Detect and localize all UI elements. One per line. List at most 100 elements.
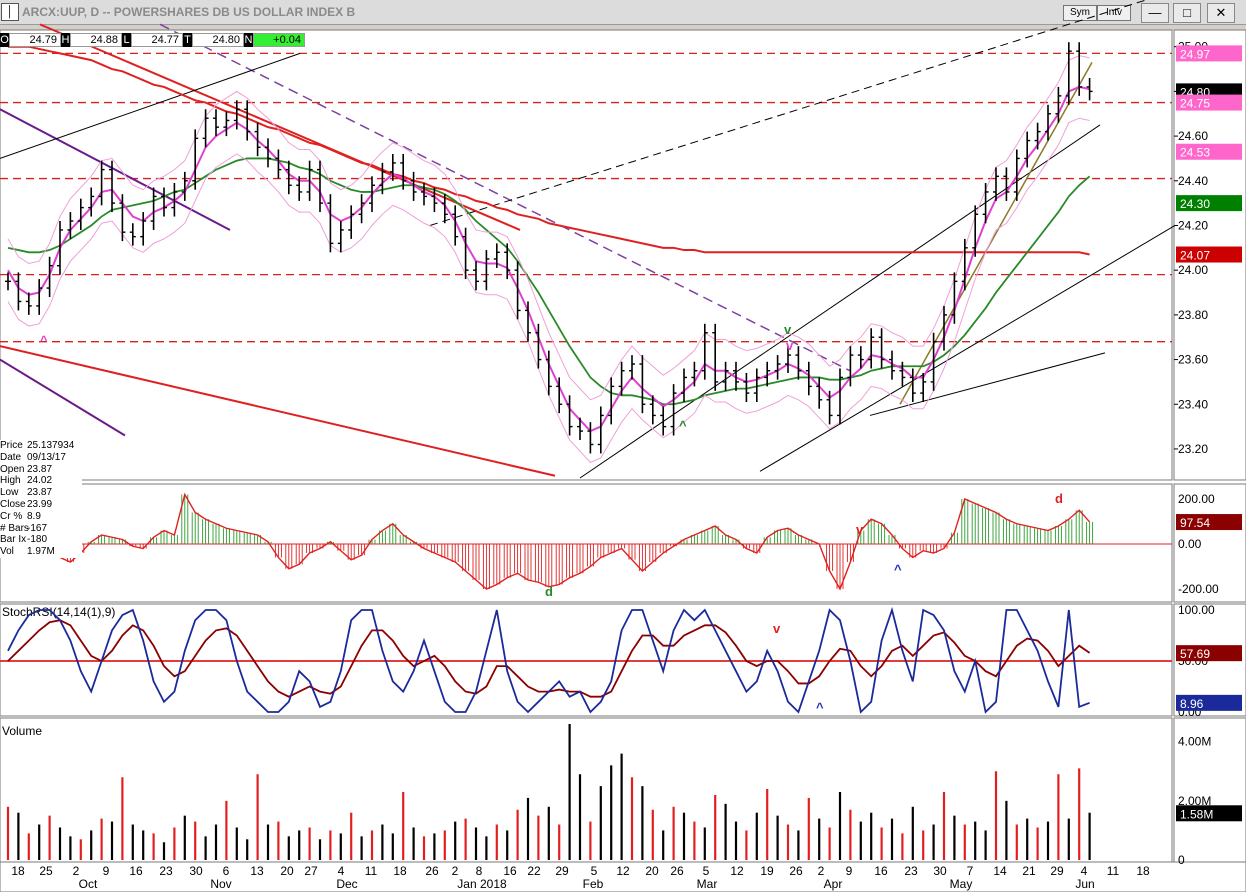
time-tick-label: 4 xyxy=(338,864,345,878)
downtrend-line xyxy=(0,345,556,477)
open-key: O xyxy=(0,33,9,47)
stoch-slow-box xyxy=(1176,645,1242,662)
price-label-box xyxy=(1176,195,1242,212)
price-tick-label: 24.00 xyxy=(1178,263,1208,277)
trend-line xyxy=(0,52,301,159)
oscillator-value-label: 97.54 xyxy=(1180,516,1210,530)
open-value: 24.79 xyxy=(9,33,61,47)
price-label-box xyxy=(1176,246,1242,263)
time-tick-label: 26 xyxy=(789,864,803,878)
info-row: Low 23.87 xyxy=(0,487,53,499)
trend-line xyxy=(759,225,1176,472)
price-label-box xyxy=(1176,143,1242,160)
stoch-title: StochRSI(14,14(1),9) xyxy=(2,605,115,619)
time-tick-label: 16 xyxy=(129,864,143,878)
time-tick-label: 12 xyxy=(616,864,630,878)
info-row: Bar Ix -180 xyxy=(0,534,48,546)
down-arrow-marker: v xyxy=(773,621,781,636)
divergence-marker: d xyxy=(1055,491,1063,506)
time-tick-label: 26 xyxy=(425,864,439,878)
time-tick-label: 16 xyxy=(874,864,888,878)
volume-tick-label: 4.00M xyxy=(1178,735,1211,749)
down-arrow-marker: v xyxy=(856,522,864,537)
last-value: 24.80 xyxy=(192,33,244,47)
month-label: Jan 2018 xyxy=(457,877,507,891)
oscillator-value-box xyxy=(1176,514,1242,531)
time-tick-label: 13 xyxy=(250,864,264,878)
time-tick-label: 18 xyxy=(11,864,25,878)
down-arrow-marker: v xyxy=(786,338,794,353)
low-key: L xyxy=(122,33,131,47)
info-row: Close 23.99 xyxy=(0,498,53,510)
price-tick-label: 24.40 xyxy=(1178,174,1208,188)
time-tick-label: 2 xyxy=(818,864,825,878)
volume-value-box xyxy=(1176,805,1242,822)
time-tick-label: 29 xyxy=(1050,864,1064,878)
bollinger-upper xyxy=(7,55,1090,401)
oscillator-tick-label: 0.00 xyxy=(1178,537,1202,551)
high-key: H xyxy=(61,33,70,47)
time-tick-label: 27 xyxy=(304,864,318,878)
net-change-value: +0.04 xyxy=(253,33,305,47)
price-tick-label: 24.60 xyxy=(1178,129,1208,143)
time-tick-label: 23 xyxy=(904,864,918,878)
time-tick-label: 4 xyxy=(1081,864,1088,878)
stoch-tick-label: 100.00 xyxy=(1178,603,1215,617)
up-arrow-marker: ^ xyxy=(894,562,902,577)
channel-line xyxy=(0,358,126,437)
time-tick-label: 14 xyxy=(993,864,1007,878)
minimize-icon[interactable]: — xyxy=(1141,3,1169,23)
info-row: Date 09/13/17 xyxy=(0,451,66,463)
close-icon[interactable]: ✕ xyxy=(1207,3,1235,23)
price-label: 24.75 xyxy=(1180,97,1210,111)
channel-line xyxy=(159,23,851,372)
data-window: Price 25.137934 Date 09/13/17 Open 23.87 Hi… xyxy=(0,440,82,558)
net-key: N xyxy=(244,33,253,47)
month-label: Nov xyxy=(210,877,231,891)
month-label: Dec xyxy=(336,877,357,891)
price-tick-label: 23.80 xyxy=(1178,308,1208,322)
restore-icon[interactable]: □ xyxy=(1173,3,1201,23)
low-value: 24.77 xyxy=(131,33,183,47)
time-tick-label: 11 xyxy=(1107,864,1120,878)
time-axis xyxy=(0,861,1246,892)
month-label: Jun xyxy=(1075,877,1094,891)
interval-button[interactable]: Intv xyxy=(1097,5,1131,21)
volume-tick-label: 2.00M xyxy=(1178,794,1211,808)
month-label: Oct xyxy=(79,877,98,891)
time-tick-label: 9 xyxy=(846,864,853,878)
last-key: T xyxy=(183,33,192,47)
time-tick-label: 29 xyxy=(555,864,569,878)
ohlc-readout: O 24.79 H 24.88 L 24.77 T 24.80 N +0.04 xyxy=(0,33,305,47)
info-row: Cr % 8.9 xyxy=(0,510,41,522)
price-axis xyxy=(1173,717,1246,863)
chart-app-icon: │ xyxy=(1,3,19,21)
time-tick-label: 21 xyxy=(1022,864,1036,878)
price-label: 24.30 xyxy=(1180,197,1210,211)
price-label-box xyxy=(1176,94,1242,111)
down-arrow-marker: v xyxy=(784,322,792,337)
volume-value-label: 1.58M xyxy=(1180,807,1213,821)
price-tick-label: 23.60 xyxy=(1178,353,1208,367)
mid-moving-average xyxy=(7,157,1091,406)
volume-tick-label: 0 xyxy=(1178,853,1185,867)
high-value: 24.88 xyxy=(70,33,122,47)
oscillator-line xyxy=(7,492,1091,591)
price-tick-label: 23.20 xyxy=(1178,442,1208,456)
time-tick-label: 18 xyxy=(393,864,407,878)
divergence-marker: d xyxy=(545,584,553,599)
time-tick-label: 2 xyxy=(73,864,80,878)
price-label: 24.53 xyxy=(1180,146,1210,160)
up-arrow-marker: ^ xyxy=(679,418,687,433)
info-row: High 24.02 xyxy=(0,475,53,487)
price-tick-label: 23.40 xyxy=(1178,397,1208,411)
oscillator-tick-label: 200.00 xyxy=(1178,492,1215,506)
time-tick-label: 25 xyxy=(39,864,53,878)
time-tick-label: 26 xyxy=(670,864,684,878)
time-tick-label: 5 xyxy=(703,864,710,878)
price-label: 24.97 xyxy=(1180,47,1210,61)
channel-line xyxy=(0,108,231,231)
time-tick-label: 12 xyxy=(730,864,744,878)
chart-panel xyxy=(0,29,1173,481)
